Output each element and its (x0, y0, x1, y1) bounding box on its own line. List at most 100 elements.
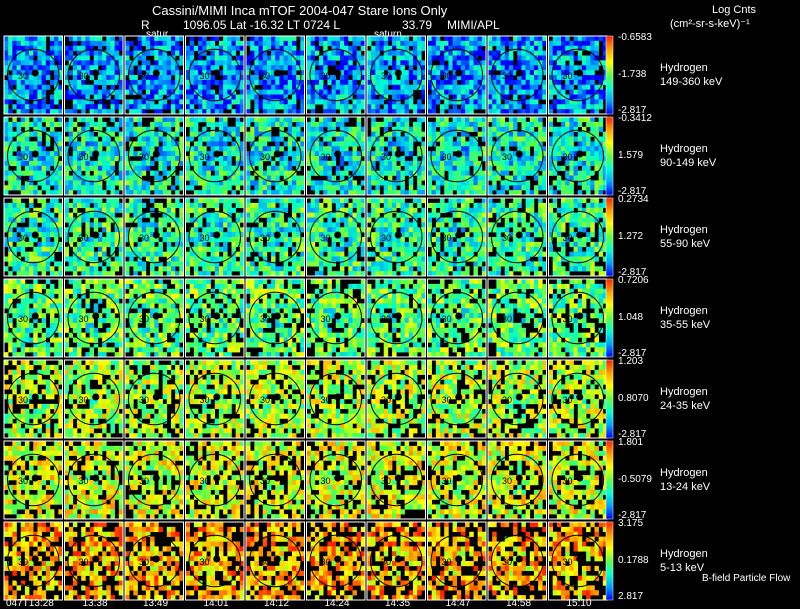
heatmap-cell (125, 217, 130, 223)
heatmap-cell (577, 89, 583, 95)
heatmap-cell (275, 165, 280, 171)
heatmap-cell (310, 241, 316, 248)
heatmap-cell (206, 180, 211, 186)
heatmap-cell (133, 160, 138, 167)
heatmap-cell (85, 104, 90, 110)
heatmap-cell (427, 65, 432, 71)
heatmap-cell (170, 165, 176, 171)
heatmap-cell (227, 55, 232, 61)
heatmap-cell (275, 180, 280, 186)
heatmap-cell (452, 84, 458, 90)
heatmap-cell (356, 40, 362, 47)
heatmap-cell (356, 75, 362, 81)
heatmap-cell (254, 266, 259, 272)
heatmap-cell (356, 89, 362, 95)
heatmap-cell (504, 84, 510, 90)
heatmap-cell (319, 89, 324, 95)
heatmap-cell (508, 50, 514, 56)
heatmap-cell (538, 79, 543, 86)
heatmap-cell (306, 207, 311, 213)
heatmap-cell (392, 141, 397, 147)
heatmap-cell (548, 190, 553, 196)
heatmap-cell (125, 121, 130, 128)
heatmap-cell (189, 109, 195, 115)
heatmap-cell (569, 94, 574, 100)
heatmap-cell (24, 79, 30, 86)
heatmap-cell (538, 117, 543, 123)
heatmap-cell (296, 117, 301, 123)
heatmap-cell (97, 212, 103, 218)
heatmap-cell (488, 165, 493, 171)
heatmap-cell (8, 180, 13, 186)
heatmap-cell (162, 185, 168, 191)
heatmap-cell (396, 84, 401, 90)
heatmap-cell (275, 55, 280, 61)
heatmap-cell (166, 104, 172, 110)
heatmap-cell (602, 65, 608, 71)
heatmap-cell (223, 266, 228, 272)
heatmap-cell (291, 151, 297, 157)
contour-label: 30 (200, 152, 210, 162)
heatmap-cell (417, 146, 422, 152)
heatmap-cell (68, 160, 74, 167)
heatmap-cell (185, 70, 190, 76)
heatmap-cell (235, 55, 241, 61)
heatmap-cell (352, 198, 357, 204)
heatmap-cell (417, 175, 422, 181)
heatmap-cell (150, 246, 155, 252)
heatmap-cell (348, 55, 353, 61)
heatmap-cell (118, 136, 124, 142)
heatmap-cell (198, 146, 203, 152)
heatmap-cell (89, 151, 95, 157)
heatmap-cell (279, 131, 284, 137)
heatmap-cell (444, 45, 449, 51)
heatmap-cell (417, 50, 422, 56)
heatmap-cell (49, 180, 55, 186)
heatmap-cell (262, 65, 268, 71)
heatmap-cell (175, 151, 180, 157)
heatmap-cell (421, 185, 426, 191)
heatmap-cell (193, 99, 199, 105)
heatmap-cell (81, 109, 86, 115)
heatmap-cell (319, 40, 324, 47)
heatmap-cell (435, 94, 441, 100)
heatmap-cell (20, 261, 26, 267)
heatmap-cell (239, 109, 245, 115)
heatmap-cell (392, 109, 397, 115)
heatmap-cell (150, 160, 155, 167)
heatmap-cell (4, 55, 9, 61)
heatmap-cell (41, 160, 47, 167)
heatmap-cell (110, 109, 115, 115)
heatmap-cell (581, 170, 587, 176)
heatmap-cell (279, 75, 284, 81)
heatmap-cell (29, 89, 34, 95)
heatmap-cell (586, 170, 591, 176)
heatmap-cell (488, 84, 493, 90)
heatmap-cell (193, 246, 199, 252)
heatmap-cell (20, 217, 26, 223)
heatmap-cell (118, 94, 124, 100)
heatmap-cell (64, 89, 69, 95)
heatmap-cell (145, 212, 151, 218)
heatmap-cell (296, 121, 301, 128)
heatmap-cell (20, 109, 26, 115)
heatmap-cell (214, 121, 220, 128)
heatmap-cell (412, 126, 418, 132)
heatmap-cell (137, 165, 143, 171)
heatmap-cell (258, 136, 264, 142)
heatmap-cell (97, 75, 103, 81)
heatmap-cell (469, 40, 474, 47)
heatmap-cell (496, 175, 501, 181)
heatmap-cell (102, 222, 107, 228)
heatmap-cell (33, 222, 38, 228)
heatmap-cell (525, 121, 531, 128)
heatmap-cell (254, 207, 259, 213)
heatmap-cell (77, 198, 82, 204)
heatmap-cell (49, 151, 55, 157)
heatmap-cell (344, 217, 349, 223)
heatmap-cell (504, 126, 510, 132)
heatmap-cell (258, 151, 264, 157)
heatmap-cell (387, 45, 393, 51)
heatmap-cell (412, 165, 418, 171)
